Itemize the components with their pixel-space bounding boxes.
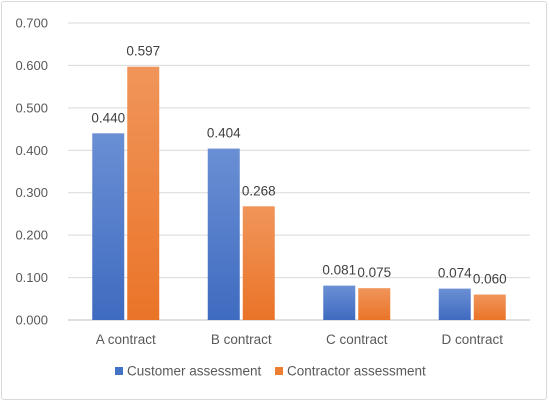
y-tick-label: 0.300 [15,185,48,200]
x-tick-label: A contract [96,332,156,347]
data-label: 0.440 [91,110,125,125]
bar-contractor [127,66,160,320]
y-tick-label: 0.500 [15,100,48,115]
x-tick-label: C contract [326,332,388,347]
data-label: 0.060 [473,272,507,287]
y-tick-label: 0.400 [15,143,48,158]
data-label: 0.074 [438,266,472,281]
x-tick-label: B contract [211,332,272,347]
y-tick-label: 0.200 [15,228,48,243]
y-axis-ticks: 0.000 0.100 0.200 0.300 0.400 0.500 0.600 0.700 [15,16,48,328]
bar-contractor [242,206,275,320]
legend: Customer assessment Contractor assessment [115,364,426,379]
x-axis-ticks: A contract B contract C contract D contract [96,332,504,347]
bar-contractor [358,288,391,320]
legend-swatch-contractor [275,367,283,375]
y-tick-label: 0.600 [15,58,48,73]
legend-label-customer: Customer assessment [127,364,262,379]
bar-customer [207,148,240,320]
legend-label-contractor: Contractor assessment [287,364,426,379]
bar-customer [438,288,471,320]
bars [92,66,506,320]
data-label: 0.404 [207,126,241,141]
bar-customer [323,285,356,320]
x-tick-label: D contract [441,332,503,347]
data-label: 0.268 [242,183,276,198]
data-labels: 0.440 0.597 0.404 0.268 0.081 0.075 0.074 0.060 [91,44,506,287]
bar-customer [92,133,125,320]
data-label: 0.597 [126,44,160,59]
data-label: 0.081 [322,263,356,278]
y-tick-label: 0.700 [15,16,48,31]
y-tick-label: 0.000 [15,313,48,328]
y-tick-label: 0.100 [15,270,48,285]
legend-swatch-customer [115,367,123,375]
bar-contractor [473,294,506,320]
data-label: 0.075 [357,265,391,280]
